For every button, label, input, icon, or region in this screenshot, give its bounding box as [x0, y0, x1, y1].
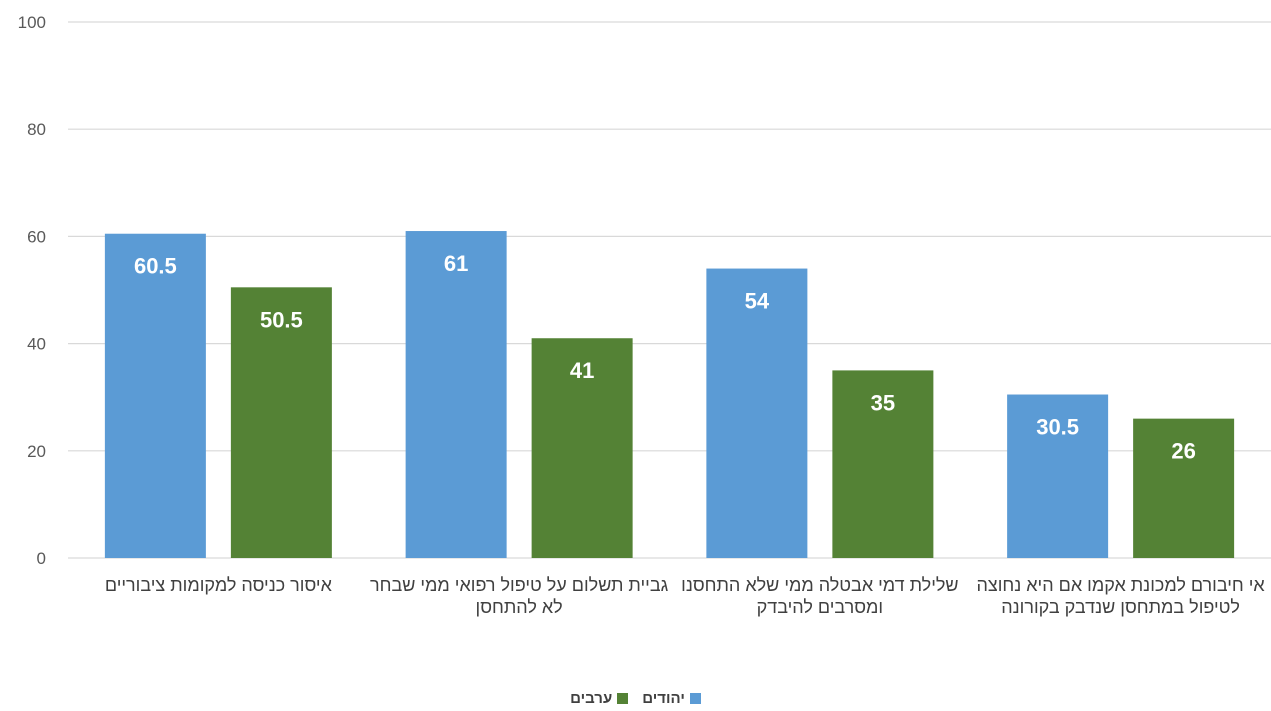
bar — [405, 231, 507, 559]
y-tick-label: 60 — [27, 227, 46, 246]
y-tick-label: 0 — [37, 549, 46, 568]
legend-item-arabs: ערבים — [570, 690, 629, 707]
y-tick-label: 20 — [27, 442, 46, 461]
bar — [1133, 418, 1235, 558]
category-label: איסור כניסה למקומות ציבוריים — [104, 575, 332, 595]
legend-swatch-jews — [689, 693, 701, 704]
data-label: 26 — [1171, 439, 1195, 464]
data-label: 54 — [745, 289, 770, 314]
category-label: שלילת דמי אבטלה ממי שלא התחסנו ומסרבים ל… — [681, 575, 959, 617]
data-label: 30.5 — [1036, 415, 1079, 440]
bar — [706, 268, 808, 558]
category-label: אי חיבורם למכונת אקמו אם היא נחוצה לטיפו… — [976, 575, 1265, 617]
bar — [832, 370, 934, 558]
data-label: 41 — [570, 358, 594, 383]
bar — [230, 287, 332, 558]
data-label: 60.5 — [134, 254, 177, 279]
y-tick-label: 40 — [27, 335, 46, 354]
data-label: 50.5 — [260, 307, 303, 332]
bar — [531, 338, 633, 558]
legend-label-arabs: ערבים — [570, 690, 613, 707]
legend-swatch-arabs — [617, 693, 629, 704]
data-label: 61 — [444, 251, 468, 276]
legend: יהודים ערבים — [0, 690, 1271, 707]
legend-label-jews: יהודים — [642, 690, 685, 707]
category-label: גביית תשלום על טיפול רפואי ממי שבחר לא ל… — [370, 575, 669, 617]
bar — [104, 233, 206, 558]
legend-item-jews: יהודים — [642, 690, 701, 707]
data-labels: 60.5 50.5 61 41 54 35 30.5 26 — [134, 251, 1196, 464]
data-label: 35 — [871, 390, 895, 415]
y-tick-label: 80 — [27, 120, 46, 139]
bars — [104, 231, 1235, 559]
y-axis-ticks: 0 20 40 60 80 100 — [18, 13, 46, 568]
bar — [1007, 394, 1109, 558]
y-tick-label: 100 — [18, 13, 46, 32]
